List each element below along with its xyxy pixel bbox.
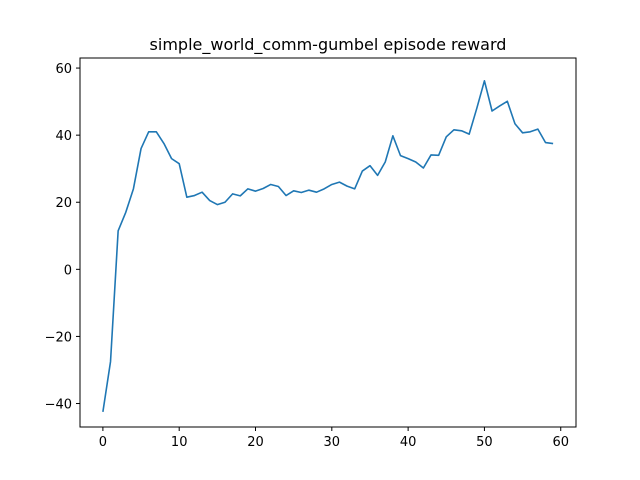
y-axis: −40 −20 0 20 40 60 <box>45 62 80 413</box>
axes-frame <box>79 57 577 428</box>
y-tick-label: 0 <box>64 263 72 278</box>
y-tick-label: 40 <box>55 129 72 144</box>
y-tick-label: 60 <box>55 62 72 77</box>
y-tick-label: 20 <box>55 196 72 211</box>
x-tick-label: 30 <box>324 435 341 450</box>
x-axis: 0 10 20 30 40 50 60 <box>99 427 569 450</box>
x-tick-label: 20 <box>247 435 264 450</box>
series-line-0 <box>102 80 554 413</box>
x-tick-label: 0 <box>99 435 107 450</box>
x-tick-label: 60 <box>552 435 569 450</box>
y-tick-label: −40 <box>45 398 72 413</box>
chart-title: simple_world_comm-gumbel episode reward <box>150 35 507 55</box>
plot-area <box>102 80 554 413</box>
x-tick-label: 40 <box>400 435 417 450</box>
x-tick-label: 50 <box>476 435 493 450</box>
y-tick-label: −20 <box>45 330 72 345</box>
x-tick-label: 10 <box>171 435 188 450</box>
